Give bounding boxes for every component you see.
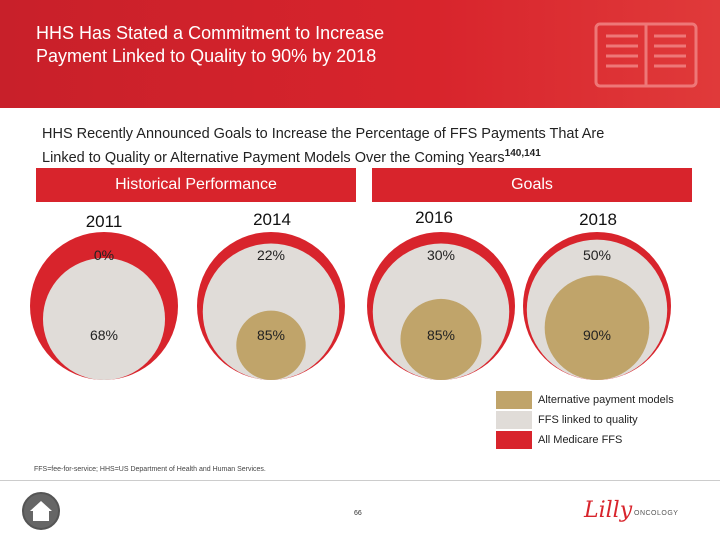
label-ffs-quality-2011: 68% (90, 327, 118, 343)
book-icon (594, 22, 698, 88)
year-label-2011: 2011 (85, 212, 123, 231)
circle-alternative-2016 (400, 298, 482, 380)
circle-alternative-2018 (544, 275, 650, 380)
circle-ffs-quality-2011 (42, 257, 166, 380)
title-bar: HHS Has Stated a Commitment to Increase … (0, 0, 720, 108)
page-title: HHS Has Stated a Commitment to Increase … (36, 23, 385, 66)
label-alternative-2018: 50% (583, 247, 611, 263)
home-button[interactable] (22, 492, 60, 530)
label-ffs-quality-2018: 90% (583, 327, 611, 343)
page-number: 66 (354, 510, 362, 517)
label-alternative-2016: 30% (427, 247, 455, 263)
slide-subtitle: HHS Recently Announced Goals to Increase… (42, 126, 605, 166)
year-label-2018: 2018 (579, 210, 617, 229)
legend-item-alternative: Alternative payment models (496, 390, 674, 410)
circle-alternative-2014 (236, 310, 306, 380)
label-ffs-quality-2016: 85% (427, 327, 455, 343)
footer-divider (0, 480, 720, 481)
legend-item-all-ffs: All Medicare FFS (496, 430, 674, 450)
legend-swatch-all-ffs (496, 431, 532, 449)
legend: Alternative payment models FFS linked to… (496, 390, 674, 450)
year-label-2014: 2014 (253, 210, 291, 229)
label-alternative-2011: 0% (94, 247, 114, 263)
citation-superscript: 140,141 (504, 148, 541, 159)
legend-swatch-quality (496, 411, 532, 429)
label-alternative-2014: 22% (257, 247, 285, 263)
logo-subtitle: ONCOLOGY (634, 510, 679, 517)
historical-performance-band: Historical Performance (36, 168, 356, 202)
goals-band: Goals (372, 168, 692, 202)
lilly-logo: Lilly (584, 498, 633, 523)
home-icon (30, 501, 52, 521)
legend-swatch-alternative (496, 391, 532, 409)
footnote: FFS=fee-for-service; HHS=US Department o… (34, 466, 266, 473)
year-label-2016: 2016 (415, 208, 453, 227)
label-ffs-quality-2014: 85% (257, 327, 285, 343)
legend-item-quality: FFS linked to quality (496, 410, 674, 430)
